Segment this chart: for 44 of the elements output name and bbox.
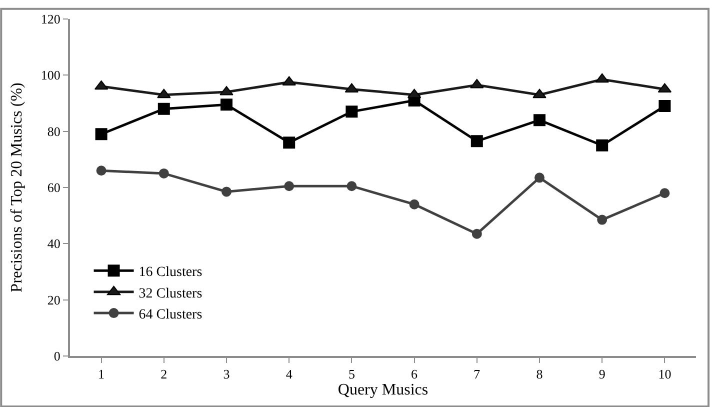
point bbox=[220, 98, 232, 111]
point bbox=[283, 136, 296, 149]
x-tick-label: 1 bbox=[98, 366, 105, 382]
point bbox=[534, 172, 544, 183]
x-tick-label: 3 bbox=[223, 366, 230, 382]
point bbox=[284, 181, 294, 192]
point bbox=[534, 114, 546, 126]
point bbox=[96, 166, 106, 176]
y-tick-label: 120 bbox=[40, 12, 60, 27]
legend-label: 16 Clusters bbox=[138, 265, 202, 280]
point bbox=[658, 100, 671, 112]
legend-label: 64 Clusters bbox=[138, 308, 202, 322]
point bbox=[222, 186, 232, 197]
x-tick-label: 5 bbox=[348, 366, 355, 382]
point bbox=[157, 88, 171, 98]
x-axis-title: Query Musics bbox=[338, 382, 428, 399]
y-tick-label: 100 bbox=[40, 68, 60, 83]
x-tick-label: 10 bbox=[658, 366, 672, 382]
legend-label: 32 Clusters bbox=[138, 286, 202, 302]
point bbox=[660, 188, 670, 198]
y-tick-label: 60 bbox=[47, 180, 60, 196]
y-tick-label: 80 bbox=[47, 124, 60, 139]
y-tick-label: 20 bbox=[47, 292, 60, 308]
point bbox=[158, 168, 169, 178]
point bbox=[472, 228, 482, 239]
point bbox=[596, 139, 608, 152]
point bbox=[597, 214, 608, 225]
y-axis-title: Precisions of Top 20 Musics (%) bbox=[8, 82, 26, 292]
point bbox=[532, 88, 546, 98]
x-tick-label: 6 bbox=[411, 366, 418, 382]
point bbox=[409, 199, 420, 210]
y-tick-label: 40 bbox=[47, 236, 60, 252]
x-tick-label: 8 bbox=[536, 366, 543, 382]
point bbox=[595, 73, 609, 83]
point bbox=[470, 135, 483, 148]
point bbox=[346, 106, 358, 118]
x-tick-label: 2 bbox=[160, 366, 168, 382]
y-tick-label: 0 bbox=[54, 348, 60, 364]
x-tick-label: 9 bbox=[598, 366, 606, 382]
x-tick-label: 4 bbox=[286, 366, 293, 382]
point bbox=[95, 128, 108, 140]
point bbox=[158, 102, 170, 115]
x-tick-label: 7 bbox=[474, 366, 481, 382]
point bbox=[346, 181, 357, 192]
